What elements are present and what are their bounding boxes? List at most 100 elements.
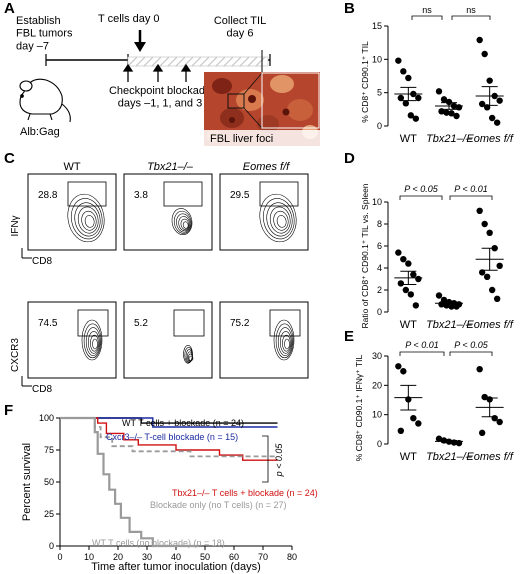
x-tick-label: 60 (229, 552, 239, 562)
y-tick-label: 25 (44, 509, 54, 519)
y-tick-label: 0 (377, 121, 382, 131)
y-tick-label: 0 (377, 307, 382, 317)
flow-plot-frame (219, 173, 309, 251)
data-point (397, 280, 405, 287)
x-tick-label: 80 (287, 552, 297, 562)
gate-percentage: 5.2 (134, 318, 148, 329)
data-point (478, 429, 486, 437)
panel-b-ylabel: % CD8⁺ CD90.1⁺ TIL (360, 41, 370, 123)
data-point (407, 112, 415, 119)
flow-contour (180, 218, 190, 230)
flow-contour (92, 338, 98, 350)
data-point (496, 262, 503, 269)
gate-percentage: 3.8 (134, 190, 148, 201)
category-label: WT (400, 451, 417, 463)
y-tick-label: 15 (372, 21, 382, 31)
data-point (481, 50, 488, 58)
panel-d-p2-text: P < 0.01 (454, 184, 487, 194)
panel-d: Ratio of CD8⁺ CD90.1⁺ TIL vs. Spleen 0 2 4… (360, 183, 514, 331)
category-label: Eomes f/f (466, 133, 513, 145)
category-label: WT (400, 319, 417, 331)
flow-contour (176, 213, 191, 233)
x-tick-label: 70 (258, 552, 268, 562)
data-point (496, 418, 503, 426)
data-point (440, 96, 448, 103)
panel-e-plot: 0 10 20 30 WT Tbx21–/–Eomes f/f (372, 351, 514, 463)
flow-contour (84, 215, 95, 228)
data-point (483, 273, 491, 280)
survival-legend: WT T cells + blockade (n = 24) Cxcr3–/– … (92, 418, 318, 548)
panel-b-ns2-text: ns (466, 5, 476, 15)
data-point (400, 68, 407, 75)
category-label: Tbx21–/– (426, 133, 473, 145)
flow-gate (259, 181, 299, 207)
flow-gate (67, 181, 107, 207)
legend-cxcr3: Cxcr3–/– T-cell blockade (n = 15) (106, 432, 238, 442)
category-label: Eomes f/f (466, 451, 513, 463)
x-tick-label: 20 (113, 552, 123, 562)
flow-contour (273, 210, 289, 231)
survival-plot: 0 25 50 75 100 0 10 20 30 40 50 60 70 80 Time after tu… (21, 413, 297, 573)
data-point (435, 88, 443, 95)
data-point (415, 420, 422, 427)
flow-contour (173, 210, 192, 234)
flow-contour (77, 206, 99, 234)
flow-contour (279, 331, 292, 354)
data-point (402, 100, 410, 107)
panel-b-ns2: ns (451, 5, 491, 20)
panel-e-p1-text: P < 0.01 (405, 340, 438, 350)
data-point (397, 427, 405, 434)
y-tick-label: 50 (44, 477, 54, 487)
panel-d-p1: P < 0.05 (399, 184, 443, 200)
liver-label: FBL liver foci (210, 133, 273, 145)
data-point (405, 74, 412, 82)
flow-plot-frame (123, 173, 213, 251)
flow-contour (275, 323, 294, 359)
flow-contour (88, 331, 100, 354)
y-tick-label: 2 (377, 285, 382, 295)
category-label: Tbx21–/– (426, 319, 473, 331)
data-point (400, 368, 407, 375)
flow-contour (74, 202, 101, 237)
panel-e-p1: P < 0.01 (399, 340, 445, 356)
legend-wt-no-blockade: WT T cells (no blockade) (n = 18) (92, 538, 225, 548)
flow-contour (276, 215, 287, 228)
legend-blockade-only: Blockade only (no T cells) (n = 27) (150, 500, 287, 510)
flow-plots: 28.8 3.8 29.5 74.5 5.2 75.2 (27, 173, 309, 379)
data-point (486, 229, 493, 236)
y-tick-label: 10 (372, 54, 382, 64)
data-point (453, 303, 460, 310)
data-point (435, 435, 443, 442)
data-point (488, 286, 496, 294)
data-point (435, 292, 443, 299)
panel-b: % CD8⁺ CD90.1⁺ TIL 0 5 10 15 WT Tbx21–/–Eomes… (360, 5, 514, 145)
flow-contour (282, 334, 291, 352)
y-tick-label: 4 (377, 263, 382, 273)
data-point (481, 393, 488, 401)
x-tick-label: 30 (142, 552, 152, 562)
col-title-eomes: Eomes f/f (243, 161, 290, 173)
category-label: WT (400, 133, 417, 145)
row1-axis-corner (21, 248, 32, 259)
flow-gate (163, 181, 203, 207)
data-point (405, 260, 412, 267)
flow-contour (171, 208, 193, 236)
flow-contour (277, 327, 293, 356)
row2-ylabel: CXCR3 (10, 338, 21, 372)
legend-tbx21: Tbx21–/– T cells + blockade (n = 24) (172, 488, 318, 498)
data-point (476, 36, 483, 44)
liver-image (204, 72, 320, 146)
row2-xlabel: CD8 (32, 384, 52, 395)
data-point (415, 94, 422, 102)
row2-axis-corner (21, 376, 32, 387)
x-tick-label: 50 (200, 552, 210, 562)
mouse-label: Alb:Gag (20, 126, 60, 138)
flow-plot-frame (27, 173, 117, 251)
flow-contour (178, 216, 190, 232)
data-point (410, 271, 417, 278)
flow-contour (188, 353, 193, 362)
gate-percentage: 74.5 (38, 318, 58, 329)
panel-e-ylabel: % CD8⁺ CD90.1⁺ IFNγ⁺ TIL (354, 354, 364, 461)
col-title-wt: WT (63, 161, 80, 173)
x-axis-label: Time after tumor inoculation (days) (91, 561, 261, 573)
